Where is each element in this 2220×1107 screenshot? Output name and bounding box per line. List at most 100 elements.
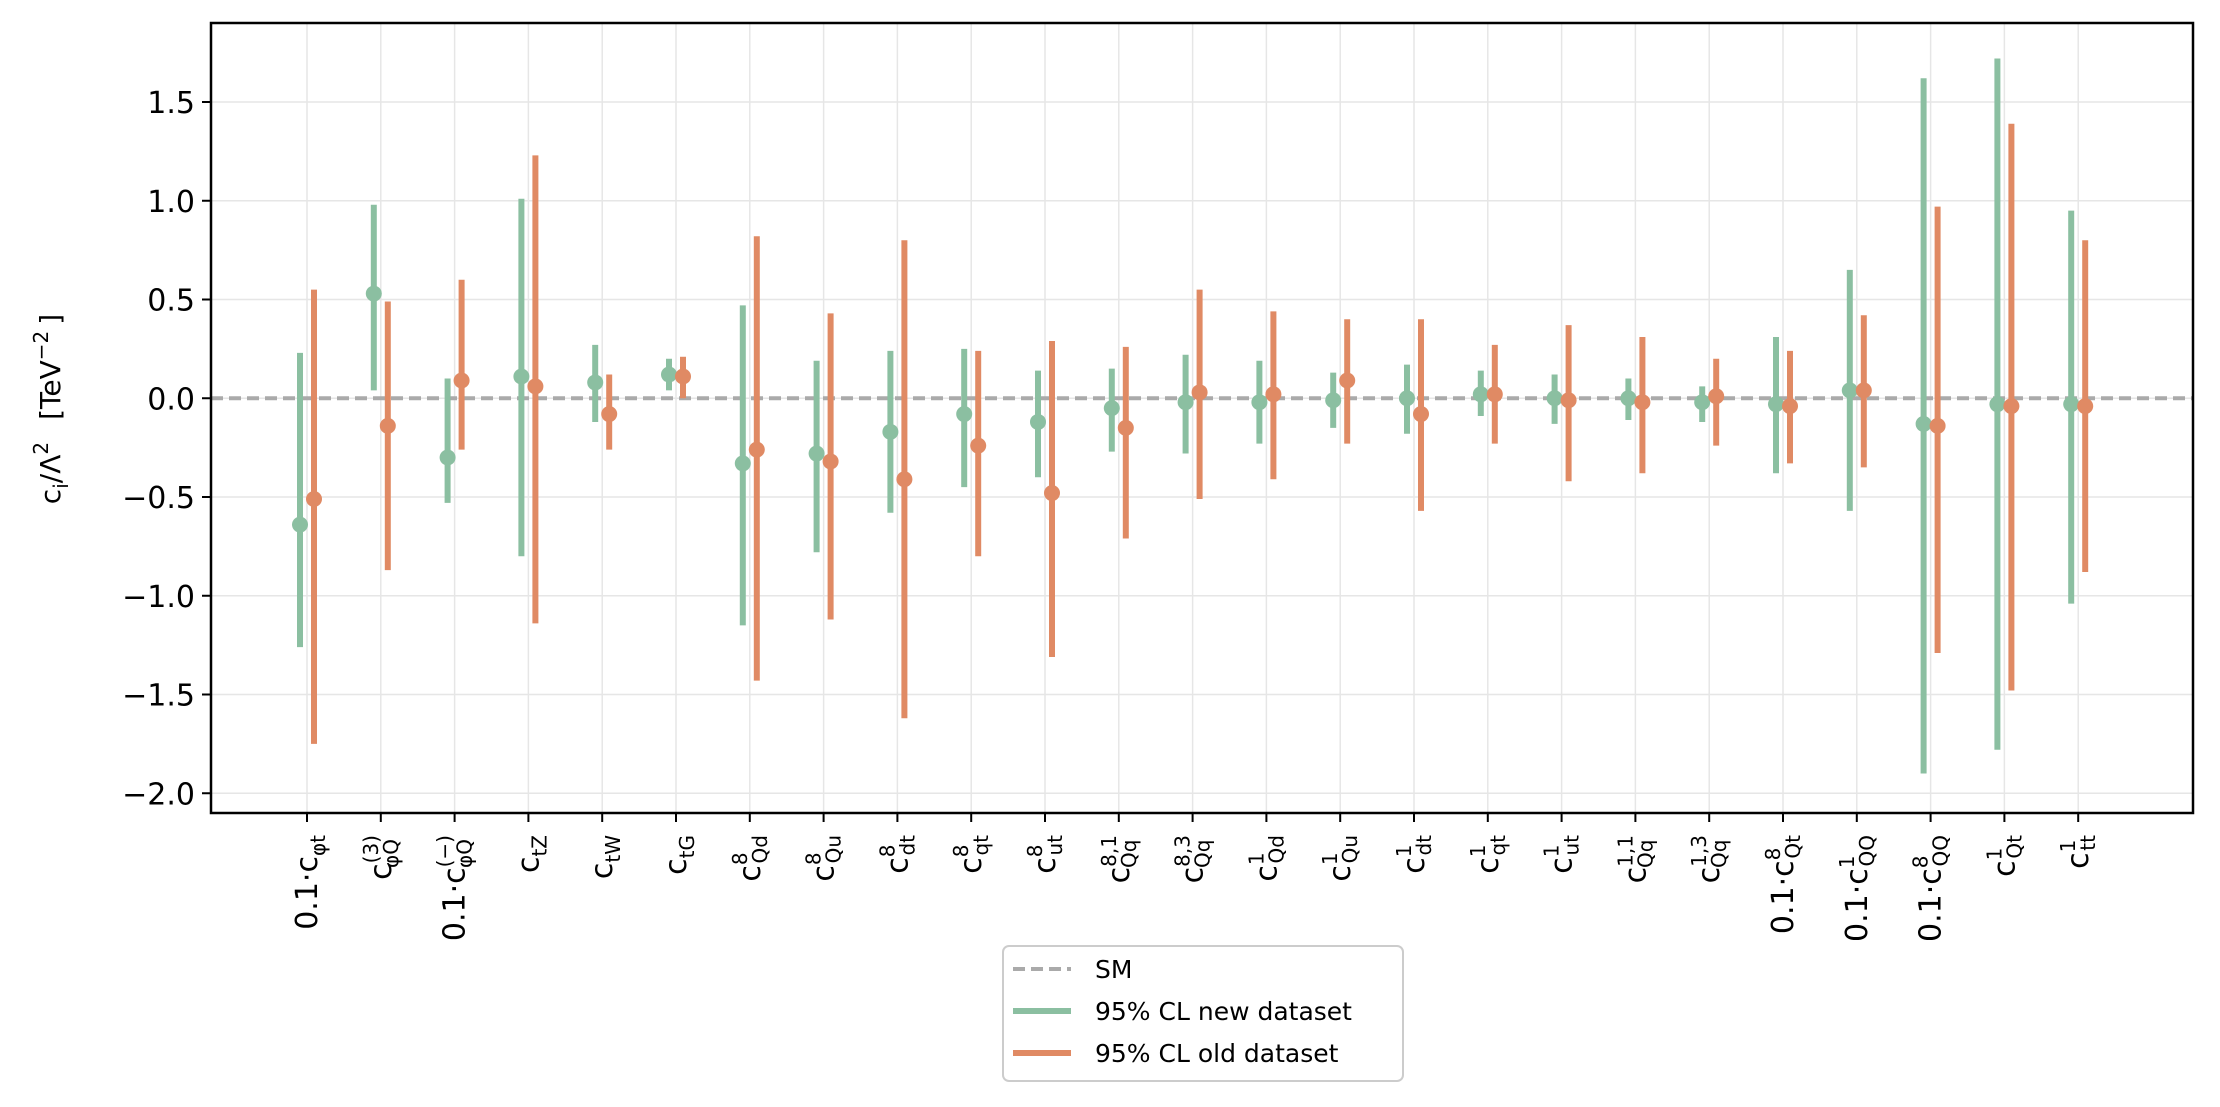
central-value-point: [1560, 392, 1577, 409]
central-value-point: [1782, 398, 1798, 415]
central-value-point: [1634, 394, 1651, 411]
central-value-point: [1546, 390, 1563, 407]
central-value-point: [306, 490, 322, 507]
svg-text:ctZ: ctZ: [511, 835, 551, 873]
central-value-point: [453, 372, 470, 389]
grid: [211, 23, 2193, 813]
central-value-point: [1694, 394, 1711, 411]
svg-text:c8,1Qq: c8,1Qq: [1097, 835, 1141, 883]
central-value-point: [1768, 396, 1784, 413]
svg-text:ctW: ctW: [585, 835, 625, 879]
x-tick-label: c8Qu: [802, 835, 846, 882]
central-value-point: [439, 449, 456, 466]
central-value-point: [292, 516, 308, 533]
x-tick-label: ctZ: [511, 835, 551, 873]
y-tick-label: 0.5: [147, 284, 195, 319]
ylabel-mid: /Λ: [34, 455, 67, 484]
x-tick-label: ctW: [585, 835, 625, 879]
central-value-point: [1339, 372, 1356, 389]
central-value-point: [1399, 390, 1415, 407]
y-tick-label: 1.0: [147, 185, 195, 220]
svg-text:c1dt: c1dt: [1392, 835, 1436, 874]
legend-box: [1002, 945, 1404, 1082]
series-new-dataset: [292, 58, 2080, 774]
central-value-point: [956, 406, 973, 423]
x-tick-label: 0.1·c(−)φQ: [433, 835, 477, 941]
central-value-point: [1708, 388, 1725, 405]
y-tick-label: 0.0: [147, 382, 195, 417]
central-value-point: [896, 471, 913, 488]
central-value-point: [1989, 396, 2006, 413]
central-value-point: [1103, 400, 1120, 417]
x-tick-label: c8qt: [949, 835, 993, 874]
x-tick-label: 0.1·c8QQ: [1909, 835, 1953, 942]
ylabel-sup: 2: [29, 442, 53, 455]
series-old-dataset: [306, 123, 2094, 744]
svg-text:c1qt: c1qt: [1466, 835, 1510, 874]
svg-text:c8,3Qq: c8,3Qq: [1171, 835, 1215, 883]
central-value-point: [527, 378, 544, 395]
svg-text:c1Qu: c1Qu: [1318, 835, 1362, 882]
central-value-point: [513, 368, 530, 385]
svg-text:c1Qt: c1Qt: [1982, 835, 2026, 877]
central-value-point: [2077, 398, 2094, 415]
x-tick-label: c1tt: [2056, 835, 2100, 869]
svg-text:c8Qd: c8Qd: [728, 835, 772, 882]
svg-text:c1Qd: c1Qd: [1244, 835, 1288, 882]
central-value-point: [1915, 415, 1932, 432]
svg-text:0.1·c(−)φQ: 0.1·c(−)φQ: [433, 835, 477, 941]
y-tick-label: −1.5: [122, 679, 195, 714]
y-axis-label: ci/Λ2 [TeV−2]: [29, 314, 73, 504]
x-tick-label: c1Qu: [1318, 835, 1362, 882]
svg-text:0.1·c1QQ: 0.1·c1QQ: [1835, 835, 1879, 942]
x-tick-label: c1qt: [1466, 835, 1510, 874]
central-value-point: [1117, 419, 1134, 436]
x-tick-label: 0.1·cφt: [290, 835, 330, 930]
x-tick-label: 0.1·c8Qt: [1761, 835, 1805, 934]
central-value-point: [1265, 386, 1282, 403]
central-value-point: [1855, 382, 1872, 399]
central-value-point: [734, 455, 751, 472]
x-tick-label: c1ut: [1540, 835, 1584, 874]
ylabel-main: c: [34, 489, 67, 504]
x-tick-label: c8,1Qq: [1097, 835, 1141, 883]
x-tick-label: ctG: [659, 835, 699, 875]
x-tick-label: c1dt: [1392, 835, 1436, 874]
central-value-point: [1044, 485, 1060, 502]
central-value-point: [1486, 386, 1503, 403]
legend-sm-label: SM: [1095, 955, 1132, 984]
svg-text:c1,3Qq: c1,3Qq: [1687, 835, 1731, 883]
y-tick-label: 1.5: [147, 86, 195, 121]
central-value-point: [1325, 392, 1342, 409]
central-value-point: [1191, 384, 1208, 401]
central-value-point: [379, 417, 396, 434]
central-value-point: [822, 453, 839, 470]
x-tick-label: c1Qt: [1982, 835, 2026, 877]
central-value-point: [365, 285, 382, 302]
svg-text:0.1·c8QQ: 0.1·c8QQ: [1909, 835, 1953, 942]
x-tick-label: 0.1·c1QQ: [1835, 835, 1879, 942]
svg-text:c(3)φQ: c(3)φQ: [359, 835, 403, 880]
svg-text:c1tt: c1tt: [2056, 835, 2100, 869]
legend: SM 95% CL new dataset 95% CL old dataset: [1002, 945, 1404, 1082]
central-value-point: [1030, 413, 1046, 430]
y-tick-label: −0.5: [122, 481, 195, 516]
svg-text:c8qt: c8qt: [949, 835, 993, 874]
error-bars: [292, 58, 2094, 774]
legend-old-label: 95% CL old dataset: [1095, 1039, 1339, 1068]
x-tick-label: c1,1Qq: [1613, 835, 1657, 883]
svg-text:c8dt: c8dt: [875, 835, 919, 874]
central-value-point: [1413, 406, 1429, 423]
central-value-point: [970, 437, 987, 454]
central-value-point: [1472, 386, 1489, 403]
svg-text:c1,1Qq: c1,1Qq: [1613, 835, 1657, 883]
central-value-point: [1620, 390, 1637, 407]
plot-frame: [209, 21, 2195, 815]
x-tick-label: c(3)φQ: [359, 835, 403, 880]
svg-text:0.1·c8Qt: 0.1·c8Qt: [1761, 835, 1805, 934]
y-tick-label: −1.0: [122, 580, 195, 615]
central-value-point: [675, 368, 691, 385]
svg-text:0.1·cφt: 0.1·cφt: [290, 835, 330, 930]
central-value-point: [2063, 396, 2080, 413]
